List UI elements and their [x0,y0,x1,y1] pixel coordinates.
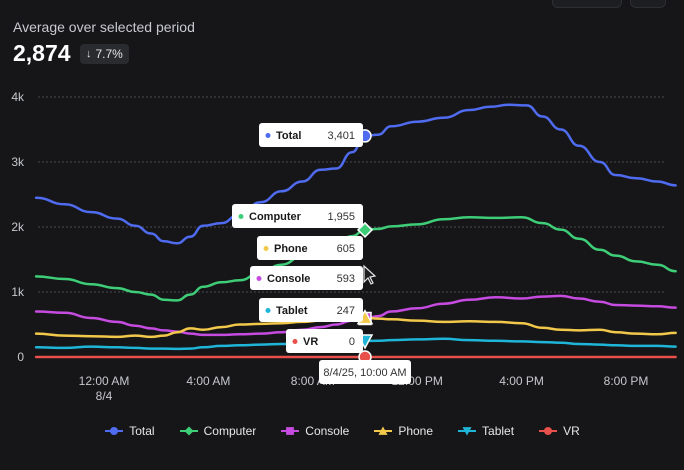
legend-marker [286,427,295,435]
legend-item-tablet[interactable]: Tablet [457,424,514,438]
tooltip-tablet: Tablet 247 [259,298,363,322]
legend-swatch-console [280,425,300,437]
tooltip-swatch [256,276,262,281]
tooltip-computer: Computer 1,955 [232,204,363,228]
legend-marker [378,426,388,435]
x-tick-sublabel: 8/4 [96,389,113,403]
tooltip-series-name: VR [303,336,318,348]
x-tick-label: 8:00 PM [604,374,649,388]
series-tooltips: Total 3,401 Computer 1,955 Console 593 Phone 60… [232,123,363,353]
tooltip-value: 1,955 [327,211,355,223]
series-line-total [34,103,677,245]
x-tick-label: 4:00 PM [499,374,544,388]
legend-item-computer[interactable]: Computer [179,424,257,438]
tooltip-swatch [265,133,271,138]
tooltip-box [259,123,363,147]
y-tick-label: 0 [17,350,24,364]
legend-item-phone[interactable]: Phone [373,424,433,438]
legend-swatch-total [104,425,124,437]
legend-swatch-vr [538,425,558,437]
tooltip-vr: VR 0 [286,329,363,353]
tooltip-box [286,329,363,353]
tooltip-swatch [263,246,269,251]
tooltip-value: 3,401 [327,130,355,142]
x-tick-label: 12:00 AM [79,374,130,388]
tooltip-total: Total 3,401 [259,123,363,147]
hover-time-label: 8/4/25, 10:00 AM [319,360,411,384]
hover-label-box [319,360,411,384]
toolbar-button-menu[interactable] [630,0,666,8]
legend-swatch-tablet [457,425,477,437]
toolbar-button[interactable] [552,0,622,8]
tooltip-value: 605 [337,243,355,255]
legend-marker [184,426,194,436]
legend-label: Tablet [482,424,515,438]
tooltip-box [259,298,363,322]
tooltip-swatch [238,214,244,219]
arrow-down-icon: ↓ [86,48,92,60]
legend-label: Console [305,424,350,438]
mouse-cursor-icon [363,264,377,285]
tooltip-value: 0 [349,336,355,348]
legend-label: VR [563,424,580,438]
y-axis-labels: 0 1k 2k 3k 4k [11,90,25,364]
tooltip-series-name: Phone [274,243,308,255]
legend-item-vr[interactable]: VR [538,424,580,438]
tooltip-swatch [292,339,298,344]
y-tick-label: 2k [11,220,25,234]
y-tick-label: 4k [11,90,25,104]
tooltip-series-name: Total [276,130,301,142]
tooltip-swatch [265,308,271,313]
legend-label: Phone [398,424,434,438]
tooltip-box [257,236,363,260]
y-tick-label: 3k [11,155,25,169]
y-tick-label: 1k [11,285,25,299]
tooltip-series-name: Tablet [276,305,308,317]
legend-label: Computer [203,424,257,438]
hover-label-text: 8/4/25, 10:00 AM [323,367,406,379]
legend-label: Total [129,424,155,438]
tooltip-console: Console 593 [250,266,363,290]
tooltip-value: 247 [337,305,355,317]
summary-label: Average over selected period [13,19,195,35]
tooltip-series-name: Console [267,273,310,285]
legend-swatch-phone [373,425,393,437]
legend-marker [462,427,472,436]
delta-badge: ↓ 7.7% [80,44,129,64]
series-lines [34,103,677,359]
tooltip-box [232,204,363,228]
tooltip-box [250,266,363,290]
chart-legend: Total Computer Console Phone Tablet VR [0,424,684,438]
legend-marker [544,427,553,435]
legend-marker [110,427,119,435]
series-line-console [34,294,677,337]
legend-item-console[interactable]: Console [280,424,349,438]
tooltip-value: 593 [337,273,355,285]
tooltip-series-name: Computer [249,211,302,223]
legend-item-total[interactable]: Total [104,424,155,438]
x-tick-label: 4:00 AM [186,374,230,388]
summary-value: 2,874 [13,40,71,66]
delta-value: 7.7% [95,47,123,61]
legend-swatch-computer [179,425,199,437]
tooltip-phone: Phone 605 [257,236,363,260]
